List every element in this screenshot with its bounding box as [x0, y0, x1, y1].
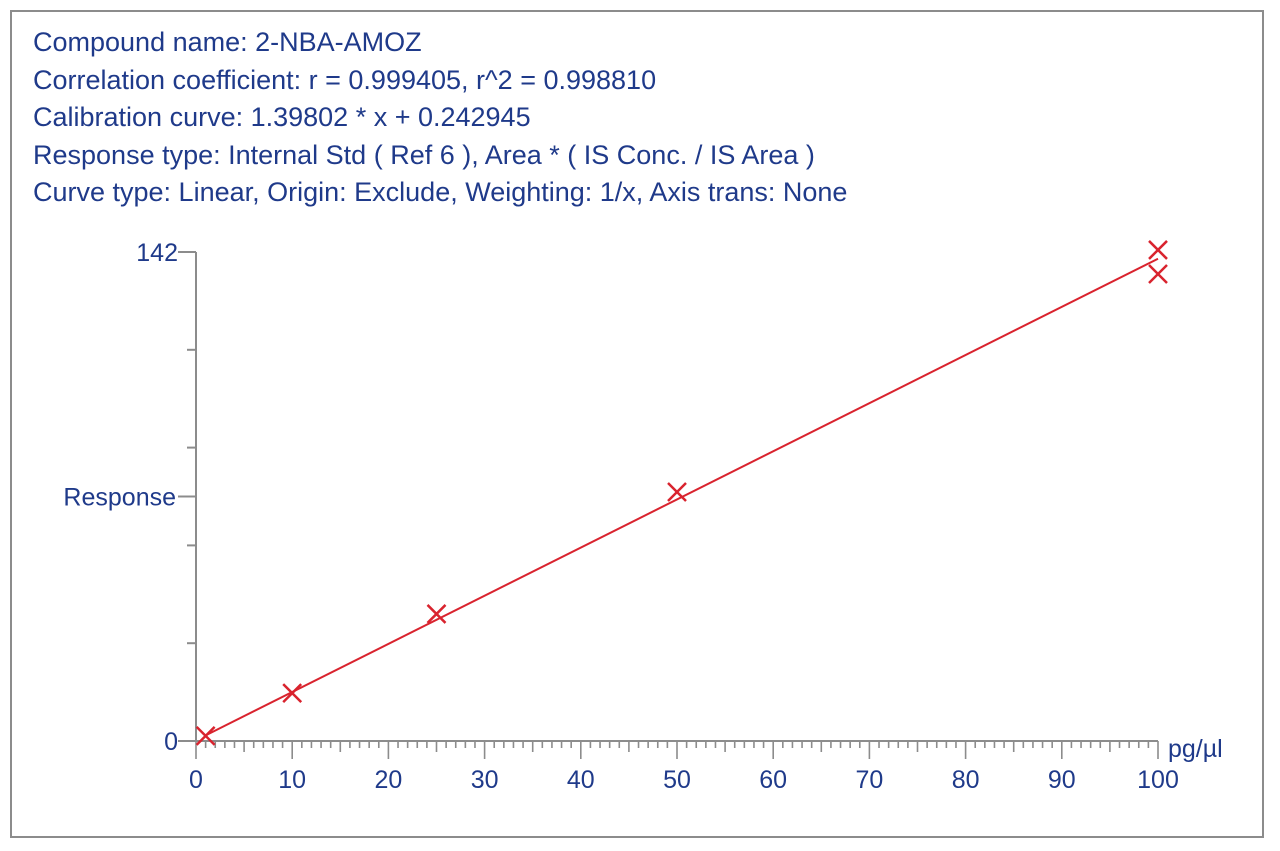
- x-tick-label: 80: [952, 766, 980, 794]
- y-tick-label: 142: [136, 239, 178, 267]
- calibration-curve: Calibration curve: 1.39802 * x + 0.24294…: [33, 102, 531, 132]
- plot-frame: [10, 10, 1264, 838]
- curve-type: Curve type: Linear, Origin: Exclude, Wei…: [33, 177, 848, 207]
- x-tick-label: 10: [278, 766, 306, 794]
- data-point-stroke: [667, 482, 687, 502]
- axes: 0 142 0 10 20 30 40 50 60 70 80 90 100: [136, 239, 1179, 794]
- x-tick-label: 30: [471, 766, 499, 794]
- x-tick-label: 60: [759, 766, 787, 794]
- y-axis-label: Response: [63, 484, 176, 512]
- x-tick-label: 50: [663, 766, 691, 794]
- data-point: [1148, 264, 1168, 284]
- x-tick-label: 70: [855, 766, 883, 794]
- data-point: [667, 482, 687, 502]
- data-point-stroke: [282, 683, 303, 704]
- x-tick-label: 90: [1048, 766, 1076, 794]
- data-point: [1148, 240, 1168, 260]
- x-tick-label: 100: [1137, 766, 1179, 794]
- data-point: [282, 683, 303, 704]
- x-tick-label: 40: [567, 766, 595, 794]
- response-type: Response type: Internal Std ( Ref 6 ), A…: [33, 139, 815, 170]
- data-points: [195, 240, 1168, 746]
- data-point-stroke: [195, 725, 216, 746]
- data-point: [195, 725, 216, 746]
- y-tick-label: 0: [164, 728, 178, 756]
- data-point: [426, 604, 447, 624]
- compound-name: Compound name: 2-NBA-AMOZ: [33, 27, 422, 57]
- data-point-stroke: [1148, 264, 1168, 284]
- x-tick-label: 0: [189, 766, 203, 794]
- correlation-coefficient: Correlation coefficient: r = 0.999405, r…: [33, 64, 657, 95]
- x-axis-label: pg/µl: [1168, 735, 1223, 763]
- data-point-stroke: [426, 604, 447, 624]
- data-point-stroke: [1148, 240, 1168, 260]
- x-tick-label: 20: [374, 766, 402, 794]
- report-header: Compound name: 2-NBA-AMOZ Correlation co…: [33, 24, 847, 212]
